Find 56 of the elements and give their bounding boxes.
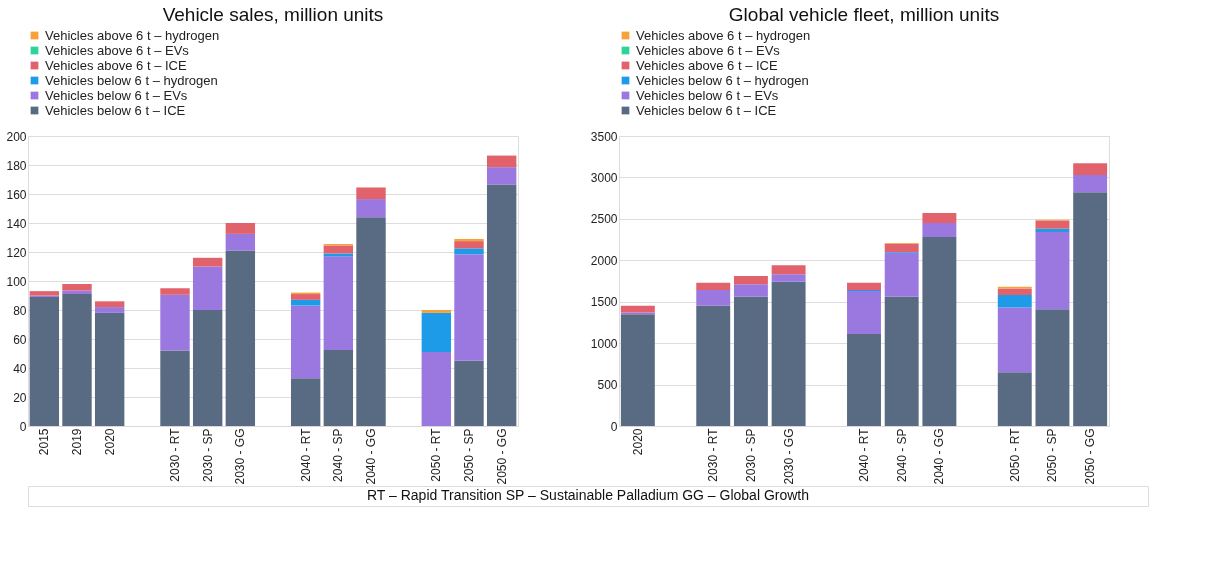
legend-label: Vehicles above 6 t – hydrogen [636, 27, 811, 43]
x-tick-label: 2050 - RT [1007, 427, 1022, 482]
y-tick-label: 0 [610, 419, 618, 434]
x-tick-label: 2050 - GG [1083, 428, 1098, 485]
x-tick-label: 2030 - RT [168, 427, 182, 482]
chart-title: Global vehicle fleet, million units [728, 4, 1000, 25]
y-tick-label: 180 [6, 158, 27, 173]
x-tick-label: 2040 - GG [932, 428, 947, 485]
y-tick-label: 140 [6, 216, 27, 231]
x-tick-label: 2050 - GG [494, 428, 509, 485]
y-tick-label: 3500 [590, 129, 618, 144]
y-tick-label: 160 [6, 187, 27, 202]
y-tick-label: 60 [13, 332, 27, 347]
chart-title: Vehicle sales, million units [162, 4, 384, 25]
x-tick-label: 2040 - GG [364, 428, 378, 485]
x-tick-label: 2040 - SP [894, 428, 909, 482]
legend-label: Vehicles below 6 t – ICE [636, 102, 777, 118]
x-tick-label: 2020 [102, 428, 117, 456]
legend-label: Vehicles below 6 t – hydrogen [636, 72, 809, 88]
x-tick-label: 2030 - GG [781, 428, 796, 485]
legend-label: Vehicles below 6 t – hydrogen [45, 72, 218, 88]
legend-label: Vehicles below 6 t – EVs [636, 87, 779, 103]
x-tick-label: 2019 [70, 428, 84, 456]
y-tick-label: 1000 [590, 336, 618, 351]
legend-label: Vehicles above 6 t – ICE [45, 57, 187, 73]
y-tick-label: 3000 [590, 170, 618, 185]
x-tick-label: 2015 [37, 428, 52, 456]
legend-label: Vehicles below 6 t – EVs [45, 87, 188, 103]
legend-label: Vehicles above 6 t – EVs [636, 42, 781, 58]
y-tick-label: 0 [19, 419, 27, 434]
x-tick-label: 2030 - SP [200, 428, 215, 482]
x-tick-label: 2050 - SP [462, 428, 476, 482]
legend-label: Vehicles above 6 t – hydrogen [45, 27, 220, 43]
x-tick-label: 2050 - SP [1045, 428, 1060, 482]
y-tick-label: 200 [6, 129, 27, 144]
y-tick-label: 500 [597, 378, 618, 393]
legend-label: Vehicles above 6 t – EVs [45, 42, 190, 58]
y-tick-label: 2500 [590, 212, 618, 227]
y-tick-label: 120 [6, 245, 27, 260]
x-tick-label: 2030 - RT [706, 427, 721, 482]
legend-label: Vehicles above 6 t – ICE [636, 57, 778, 73]
x-tick-label: 2040 - SP [331, 428, 346, 482]
y-tick-label: 40 [13, 361, 27, 376]
x-tick-label: 2050 - RT [429, 427, 444, 482]
x-tick-label: 2040 - RT [857, 427, 871, 482]
y-tick-label: 2000 [590, 253, 618, 268]
x-tick-label: 2030 - SP [743, 428, 758, 482]
y-tick-label: 20 [13, 390, 27, 405]
y-tick-label: 100 [6, 274, 27, 289]
y-tick-label: 80 [13, 303, 27, 318]
y-tick-label: 1500 [590, 295, 618, 310]
x-tick-label: 2030 - GG [233, 428, 248, 485]
x-tick-label: 2040 - RT [298, 427, 313, 482]
legend-label: Vehicles below 6 t – ICE [45, 102, 186, 118]
text: RT – Rapid Transition SP – Sustainable Palladium GG – Global Growth [366, 487, 810, 503]
x-tick-label: 2020 [630, 428, 645, 456]
